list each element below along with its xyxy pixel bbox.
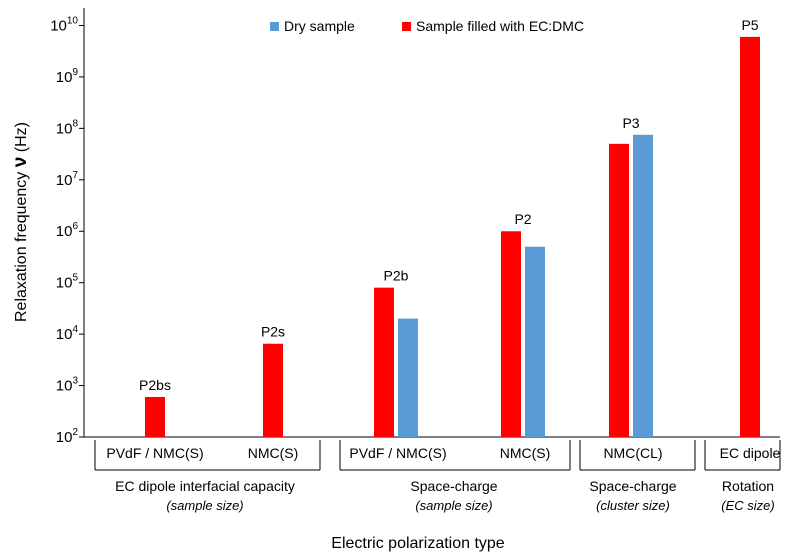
group-sublabel: (EC size) — [721, 498, 774, 513]
bar-ec-dmc — [609, 143, 629, 438]
y-axis-title-symbol: ν — [10, 157, 31, 168]
y-axis-title: Relaxation frequency ν (Hz) — [10, 122, 31, 322]
legend-label-ec-dmc: Sample filled with EC:DMC — [416, 18, 584, 34]
bar-dry — [398, 318, 418, 437]
category-label: EC dipole — [720, 445, 781, 461]
y-tick-label: 105 — [56, 273, 79, 292]
data-labels: P2bs P2s P2b P2 P3 P5 — [139, 17, 759, 393]
category-label: PVdF / NMC(S) — [106, 445, 203, 461]
y-tick-base: 10 — [56, 69, 73, 86]
y-tick-exponent: 9 — [72, 67, 78, 78]
y-tick-base: 10 — [56, 378, 73, 395]
group-label: Space-charge — [589, 478, 676, 494]
bar-ec-dmc — [145, 396, 165, 437]
data-label: P2b — [384, 268, 409, 284]
data-label: P2bs — [139, 377, 171, 393]
group-label: Space-charge — [410, 478, 497, 494]
y-axis-title-unit: (Hz) — [13, 122, 30, 157]
legend-label-dry: Dry sample — [284, 18, 355, 34]
category-label: NMC(S) — [500, 445, 551, 461]
group-sublabel: (cluster size) — [596, 498, 670, 513]
group-label: EC dipole interfacial capacity — [115, 478, 295, 494]
y-tick-base: 10 — [56, 172, 73, 189]
y-tick-exponent: 4 — [72, 324, 78, 335]
bar-dry — [633, 134, 653, 437]
y-tick-base: 10 — [56, 429, 73, 446]
y-tick-exponent: 5 — [72, 273, 78, 284]
y-tick-exponent: 6 — [72, 221, 78, 232]
y-tick-exponent: 2 — [72, 427, 78, 438]
y-tick-base: 10 — [56, 275, 73, 292]
y-tick-base: 10 — [50, 17, 67, 34]
data-label: P3 — [622, 115, 639, 131]
y-tick-exponent: 8 — [72, 118, 78, 129]
bar-ec-dmc — [740, 36, 760, 437]
bar-ec-dmc — [374, 287, 394, 437]
group-labels: EC dipole interfacial capacity (sample si… — [94, 440, 781, 513]
category-label: NMC(S) — [248, 445, 299, 461]
y-tick-base: 10 — [56, 223, 73, 240]
y-tick-label: 108 — [56, 118, 79, 137]
y-tick-label: 109 — [56, 67, 79, 86]
bars — [145, 36, 760, 438]
y-tick-exponent: 7 — [72, 170, 78, 181]
y-axis-title-main: Relaxation frequency — [13, 167, 30, 322]
category-label: PVdF / NMC(S) — [349, 445, 446, 461]
group-label: Rotation — [722, 478, 774, 494]
y-tick-label: 104 — [56, 324, 79, 343]
x-axis-title: Electric polarization type — [331, 535, 505, 552]
y-tick-label: 107 — [56, 170, 79, 189]
category-labels: PVdF / NMC(S) NMC(S) PVdF / NMC(S) NMC(S) NM… — [106, 445, 780, 461]
y-tick-label: 1010 — [50, 15, 78, 34]
data-label: P5 — [741, 17, 758, 33]
legend-swatch-dry — [270, 22, 279, 31]
data-label: P2 — [514, 211, 531, 227]
group-sublabel: (sample size) — [415, 498, 492, 513]
y-tick-exponent: 10 — [67, 15, 79, 26]
category-label: NMC(CL) — [603, 445, 662, 461]
y-tick-exponent: 3 — [72, 376, 78, 387]
legend-swatch-ec-dmc — [402, 22, 411, 31]
legend: Dry sample Sample filled with EC:DMC — [270, 18, 584, 34]
y-tick-label: 102 — [56, 427, 79, 446]
bar-dry — [525, 246, 545, 437]
y-tick-label: 106 — [56, 221, 79, 240]
bar-ec-dmc — [263, 343, 283, 437]
y-tick-label: 103 — [56, 376, 79, 395]
y-tick-base: 10 — [56, 326, 73, 343]
group-sublabel: (sample size) — [166, 498, 243, 513]
data-label: P2s — [261, 324, 285, 340]
y-tick-base: 10 — [56, 120, 73, 137]
bar-ec-dmc — [501, 231, 521, 437]
